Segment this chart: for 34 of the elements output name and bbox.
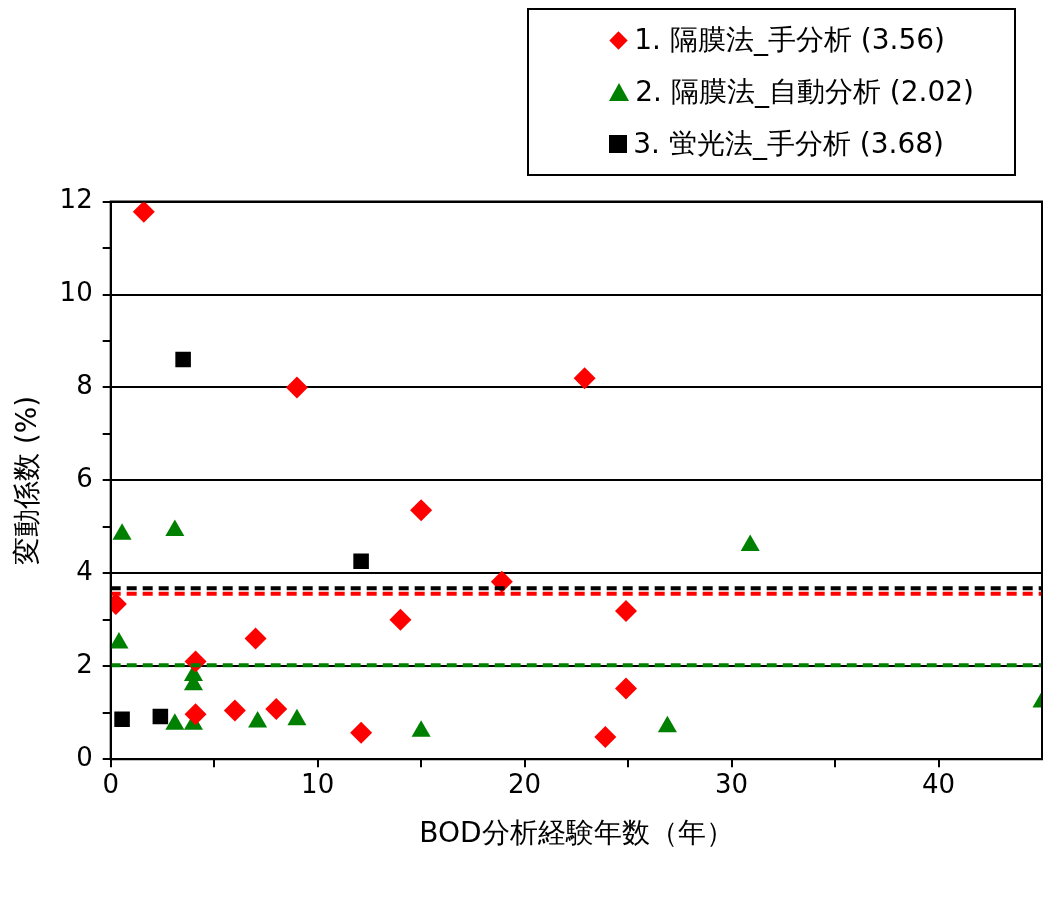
y-tick-label: 8 <box>76 370 93 401</box>
point <box>114 711 130 728</box>
x-tick-label: 0 <box>102 768 119 799</box>
point <box>175 351 191 368</box>
y-tick-label: 4 <box>76 556 93 587</box>
legend-label: 2. 隔膜法_自動分析 (2.02) <box>635 74 974 110</box>
x-tick-label: 20 <box>508 768 542 799</box>
point <box>350 721 373 744</box>
x-tick-label: 30 <box>715 768 749 799</box>
point <box>265 698 288 721</box>
point <box>184 703 207 726</box>
y-tick-label: 12 <box>59 184 93 215</box>
point <box>223 699 246 722</box>
point <box>285 376 308 399</box>
point <box>410 499 433 522</box>
point <box>615 599 638 622</box>
point <box>244 627 267 650</box>
point <box>132 201 155 223</box>
y-tick-label: 6 <box>76 463 93 494</box>
legend-label: 1. 隔膜法_手分析 (3.56) <box>634 22 945 58</box>
legend-label: 3. 蛍光法_手分析 (3.68) <box>633 126 944 162</box>
point <box>152 708 169 725</box>
point <box>389 608 412 631</box>
y-axis-title: 変動係数 (%) <box>10 395 44 566</box>
point <box>353 553 369 570</box>
y-tick-label: 10 <box>59 277 93 308</box>
x-axis-title: BOD分析経験年数（年） <box>419 816 734 850</box>
x-tick-label: 10 <box>301 768 335 799</box>
point <box>573 367 596 390</box>
y-tick-label: 2 <box>76 649 93 680</box>
x-tick-label: 40 <box>921 768 956 799</box>
y-tick-label: 0 <box>76 741 93 772</box>
point <box>594 725 617 748</box>
point <box>615 677 638 700</box>
